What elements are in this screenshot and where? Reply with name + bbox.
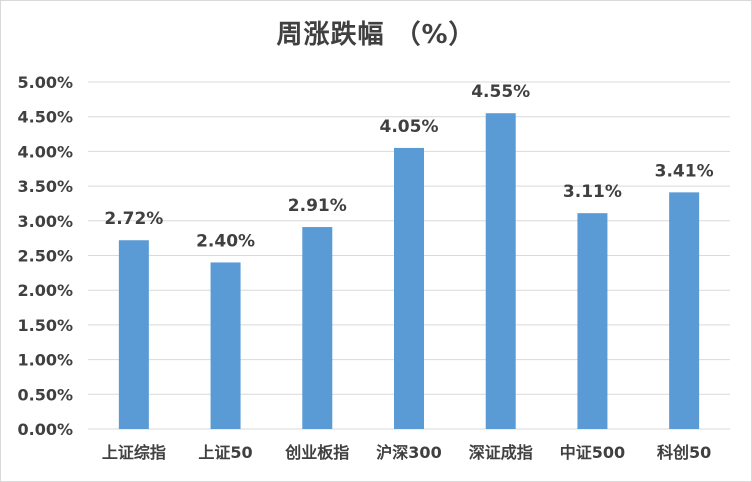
category-label: 创业板指 <box>284 443 349 462</box>
category-label: 深证成指 <box>469 443 533 462</box>
bar <box>394 147 424 429</box>
chart-title: 周涨跌幅 （%） <box>276 20 476 50</box>
data-label: 4.05% <box>380 117 439 137</box>
y-tick-label: 0.50% <box>17 385 73 404</box>
data-label: 4.55% <box>471 82 530 102</box>
y-tick-label: 2.50% <box>17 247 73 266</box>
y-axis-ticks: 0.00% 0.50% 1.00% 1.50% 2.00% 2.50% 3.00% 3.50%… <box>17 73 73 439</box>
category-label: 上证50 <box>198 443 252 462</box>
data-label: 3.11% <box>563 182 622 202</box>
y-tick-label: 2.00% <box>17 281 73 300</box>
y-tick-label: 1.00% <box>17 351 73 370</box>
y-tick-label: 4.50% <box>17 108 73 127</box>
category-label: 科创50 <box>657 443 711 462</box>
bar <box>577 213 608 429</box>
y-tick-label: 0.00% <box>17 420 73 439</box>
data-labels: 2.72% 2.40% 2.91% 4.05% 4.55% 3.11% 3.41% <box>104 82 713 251</box>
category-label: 沪深300 <box>376 443 441 462</box>
data-label: 3.41% <box>655 161 714 181</box>
y-tick-label: 1.50% <box>17 316 73 335</box>
bar <box>485 113 516 429</box>
y-tick-label: 3.00% <box>17 212 73 231</box>
y-tick-label: 3.50% <box>17 177 73 196</box>
bar <box>118 240 149 429</box>
bar <box>210 262 241 429</box>
bar <box>302 227 333 429</box>
y-tick-label: 4.00% <box>17 142 73 161</box>
y-tick-label: 5.00% <box>17 73 73 92</box>
data-label: 2.72% <box>104 209 163 229</box>
bar <box>669 192 700 429</box>
bars <box>118 113 700 429</box>
category-labels: 上证综指 上证50 创业板指 沪深300 深证成指 中证500 科创50 <box>102 443 711 462</box>
data-label: 2.40% <box>196 231 255 251</box>
category-label: 中证500 <box>560 443 625 462</box>
data-label: 2.91% <box>288 196 347 216</box>
category-label: 上证综指 <box>102 443 166 462</box>
